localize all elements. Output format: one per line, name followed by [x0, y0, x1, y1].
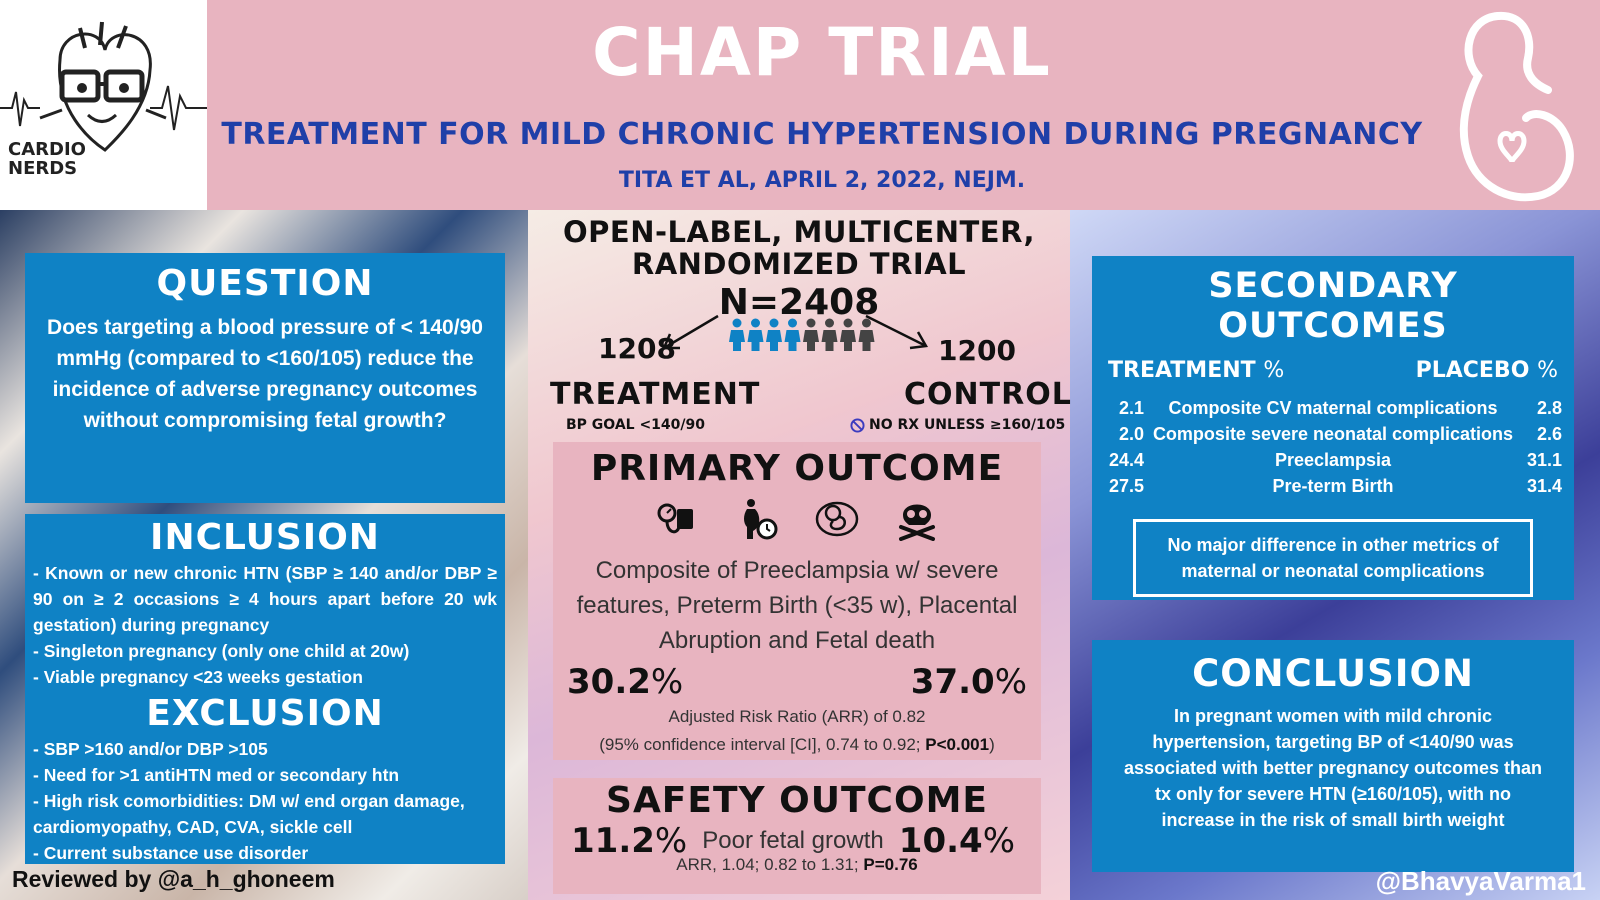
randomization-arrows [662, 314, 929, 350]
safety-treatment-value: 11.2% [571, 821, 688, 861]
inclusion-heading: INCLUSION [150, 517, 380, 558]
total-n: N=2408 [718, 282, 880, 323]
col-placebo: PLACEBO % [1415, 358, 1558, 383]
primary-arr-line2: (95% confidence interval [CI], 0.74 to 0… [599, 735, 995, 754]
primary-control-value: 37.0% [910, 662, 1027, 702]
safety-measure: Poor fetal growth [702, 827, 884, 854]
primary-icons [553, 497, 1041, 547]
table-row: 2.1 Composite CV maternal complications 2.… [1118, 398, 1562, 418]
page-title: CHAP TRIAL [592, 14, 1052, 91]
col-treatment: TREATMENT % [1108, 358, 1285, 383]
inclusion-item: - Viable pregnancy <23 weeks gestation [33, 667, 363, 687]
inclusion-item: - Known or new chronic HTN (SBP ≥ 140 an… [33, 563, 497, 635]
participants-icon [729, 318, 875, 351]
skull-crossbones-icon [899, 504, 935, 541]
cardionerds-logo: CARDIO NERDS [0, 0, 207, 210]
author-handle: @BhavyaVarma1 [1375, 866, 1586, 896]
primary-treatment-value: 30.2% [567, 662, 684, 702]
exclusion-item: - Need for >1 antiHTN med or secondary h… [33, 765, 400, 785]
exclusion-item: - SBP >160 and/or DBP >105 [33, 739, 268, 759]
treatment-goal: BP GOAL <140/90 [566, 417, 706, 433]
question-panel: QUESTION Does targeting a blood pressure… [25, 253, 505, 503]
secondary-outcomes-panel: SECONDARY OUTCOMES TREATMENT % PLACEBO %… [1092, 256, 1574, 600]
criteria-panel: INCLUSION - Known or new chronic HTN (SB… [25, 514, 505, 864]
person-icon [729, 318, 745, 351]
safety-outcome-panel: SAFETY OUTCOME 11.2% Poor fetal growth 1… [553, 778, 1041, 894]
no-symbol-icon [850, 417, 865, 433]
trial-design: OPEN-LABEL, MULTICENTER, RANDOMIZED TRIA… [563, 215, 1035, 281]
question-text: Does targeting a blood pressure of < 140… [47, 316, 483, 432]
page-subtitle: TREATMENT FOR MILD CHRONIC HYPERTENSION … [221, 117, 1423, 152]
primary-outcome-values: 30.2% 37.0% [553, 662, 1041, 702]
secondary-table: 2.1 Composite CV maternal complications 2.… [1104, 395, 1562, 499]
secondary-heading: SECONDARY OUTCOMES [1208, 266, 1458, 346]
safety-outcome-values: 11.2% Poor fetal growth 10.4% [553, 821, 1041, 861]
conclusion-heading: CONCLUSION [1192, 652, 1474, 695]
primary-outcome-heading: PRIMARY OUTCOME [590, 448, 1004, 489]
control-label: CONTROL [904, 377, 1072, 412]
exclusion-list: - SBP >160 and/or DBP >105 - Need for >1… [33, 736, 497, 866]
heart-character-icon [0, 21, 207, 152]
person-icon [840, 318, 856, 351]
logo-text: CARDIO NERDS [8, 139, 86, 179]
control-count: 1200 [938, 334, 1016, 367]
table-row: 27.5 Pre-term Birth 31.4 [1108, 476, 1562, 496]
exclusion-heading: EXCLUSION [146, 693, 384, 734]
secondary-note: No major difference in other metrics of … [1133, 519, 1533, 597]
treatment-label: TREATMENT [550, 377, 761, 412]
person-icon [803, 318, 819, 351]
control-goal: NO RX UNLESS ≥160/105 [869, 417, 1066, 433]
conclusion-panel: CONCLUSION In pregnant women with mild c… [1092, 640, 1574, 872]
safety-outcome-heading: SAFETY OUTCOME [606, 780, 988, 821]
question-heading: QUESTION [156, 263, 374, 304]
primary-outcome-panel: PRIMARY OUTCOME Composite of Preeclampsi [553, 442, 1041, 760]
person-icon [858, 318, 875, 351]
blood-pressure-icon [657, 503, 693, 534]
primary-outcome-description: Composite of Preeclampsia w/ severe feat… [576, 557, 1018, 654]
citation: TITA ET AL, APRIL 2, 2022, NEJM. [618, 168, 1026, 193]
person-icon [747, 318, 764, 351]
table-row: 2.0 Composite severe neonatal complicatio… [1118, 424, 1562, 444]
exclusion-item: - High risk comorbidities: DM w/ end org… [33, 791, 465, 837]
person-icon [766, 318, 782, 351]
pregnant-woman-icon [1459, 11, 1574, 202]
exclusion-item: - Current substance use disorder [33, 843, 309, 863]
secondary-column-headers: TREATMENT % PLACEBO % [1104, 358, 1562, 383]
person-icon [821, 318, 838, 351]
treatment-count: 1208 [598, 332, 676, 365]
reviewer-credit: Reviewed by @a_h_ghoneem [12, 866, 335, 892]
person-icon [784, 318, 801, 351]
safety-arr: ARR, 1.04; 0.82 to 1.31; P=0.76 [676, 855, 918, 874]
inclusion-item: - Singleton pregnancy (only one child at… [33, 641, 410, 661]
safety-control-value: 10.4% [898, 821, 1015, 861]
pregnant-clock-icon [744, 499, 778, 540]
conclusion-text: In pregnant women with mild chronic hype… [1123, 706, 1543, 830]
fetus-icon [815, 501, 859, 537]
primary-arr-line1: Adjusted Risk Ratio (ARR) of 0.82 [668, 707, 926, 726]
inclusion-list: - Known or new chronic HTN (SBP ≥ 140 an… [33, 560, 497, 690]
header-banner: CARDIO NERDS CHAP TRIAL TREATMENT FOR MI… [0, 0, 1600, 210]
control-goal-wrap: NO RX UNLESS ≥160/105 [850, 417, 1065, 433]
table-row: 24.4 Preeclampsia 31.1 [1108, 450, 1562, 470]
